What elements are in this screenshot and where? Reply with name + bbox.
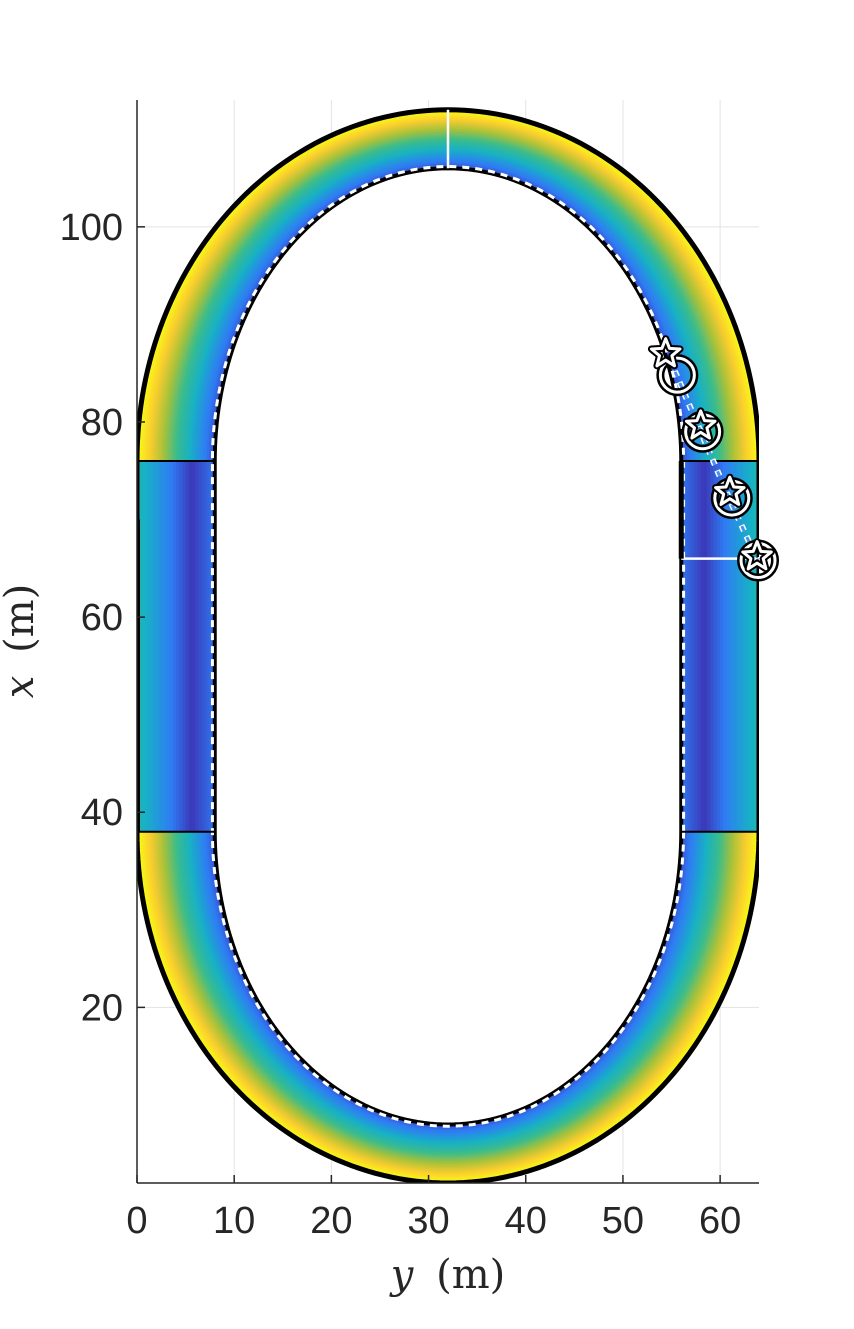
left-straight-strip-14 <box>165 461 170 832</box>
right-straight-strip-6 <box>700 461 705 832</box>
left-straight-strip-19 <box>149 461 154 832</box>
left-straight-strip-22 <box>139 461 144 832</box>
right-straight-strip-11 <box>716 461 721 832</box>
x-axis-variable: y <box>389 1252 415 1298</box>
right-straight-strip-18 <box>739 461 744 832</box>
right-straight-strip-17 <box>736 461 740 832</box>
y-axis-variable: x <box>0 676 43 699</box>
x-tick-label-10: 10 <box>213 1200 255 1242</box>
track-infield <box>214 168 682 1125</box>
x-tick-label-30: 30 <box>407 1200 449 1242</box>
right-straight-strip-4 <box>693 461 698 832</box>
x-tick-label-50: 50 <box>602 1200 644 1242</box>
y-axis-unit: (m) <box>0 584 43 653</box>
x-tick-label-0: 0 <box>126 1200 147 1242</box>
marker-circle-3 <box>658 356 696 394</box>
right-straight-strip-3 <box>690 461 695 832</box>
y-tick-label-60: 60 <box>81 597 123 639</box>
tick-labels: 0 10 20 30 40 50 60 20 40 60 80 100 <box>60 207 742 1242</box>
left-straight-strip-8 <box>185 461 190 832</box>
marker-star-0 <box>741 540 773 571</box>
right-straight-strip-14 <box>726 461 731 832</box>
x-tick-label-20: 20 <box>310 1200 352 1242</box>
left-straight-strip-11 <box>175 461 180 832</box>
left-straight-strip-6 <box>191 461 196 832</box>
trajectory <box>647 335 780 582</box>
left-straight-strip-2 <box>204 461 209 832</box>
track-surface <box>137 109 759 1183</box>
right-straight-strip-2 <box>687 461 692 832</box>
right-straight-strip-15 <box>729 461 734 832</box>
y-tick-label-100: 100 <box>60 207 123 249</box>
left-straight-strip-17 <box>156 461 160 832</box>
left-straight-strip-15 <box>162 461 167 832</box>
right-straight-strip-8 <box>706 461 711 832</box>
left-straight-strip-13 <box>169 461 173 832</box>
right-straight-strip-20 <box>745 461 750 832</box>
track-lines <box>137 107 759 1183</box>
marker-star-2 <box>684 409 717 440</box>
x-tick-label-40: 40 <box>505 1200 547 1242</box>
left-straight-strip-21 <box>143 461 148 832</box>
right-straight-strip-7 <box>703 461 708 832</box>
y-tick-label-20: 20 <box>81 987 123 1029</box>
right-straight-strip-21 <box>748 461 753 832</box>
y-axis-label: x (m) <box>0 584 43 698</box>
trajectory-blue-line <box>670 362 761 565</box>
marker-star-3 <box>649 337 682 368</box>
right-straight <box>680 461 759 832</box>
marker-star-1 <box>714 475 746 506</box>
y-tick-label-80: 80 <box>81 402 123 444</box>
left-straight-strip-20 <box>146 461 151 832</box>
x-axis-unit: (m) <box>436 1252 505 1298</box>
left-straight-strip-7 <box>188 461 193 832</box>
axes <box>136 100 759 1184</box>
right-straight-strip-9 <box>710 461 714 832</box>
x-tick-label-60: 60 <box>699 1200 741 1242</box>
y-tick-label-40: 40 <box>81 792 123 834</box>
left-straight-strip-10 <box>178 461 183 832</box>
left-straight-strip-9 <box>182 461 186 832</box>
left-straight-strip-16 <box>159 461 164 832</box>
right-straight-strip-10 <box>713 461 718 832</box>
left-straight-strip-18 <box>152 461 157 832</box>
outer-boundary <box>137 107 759 1183</box>
right-straight-strip-12 <box>719 461 724 832</box>
left-straight-strip-5 <box>195 461 199 832</box>
right-straight-strip-16 <box>732 461 737 832</box>
left-straight-strip-4 <box>198 461 203 832</box>
left-straight-strip-3 <box>201 461 206 832</box>
right-straight-strip-22 <box>752 461 757 832</box>
right-straight-strip-13 <box>723 461 727 832</box>
left-straight-strip-12 <box>172 461 177 832</box>
right-straight-strip-1 <box>684 461 689 832</box>
right-straight-strip-19 <box>742 461 747 832</box>
x-axis-label: y (m) <box>389 1252 505 1298</box>
left-straight-strip-1 <box>207 461 212 832</box>
left-straight <box>137 461 216 832</box>
right-straight-strip-5 <box>697 461 701 832</box>
